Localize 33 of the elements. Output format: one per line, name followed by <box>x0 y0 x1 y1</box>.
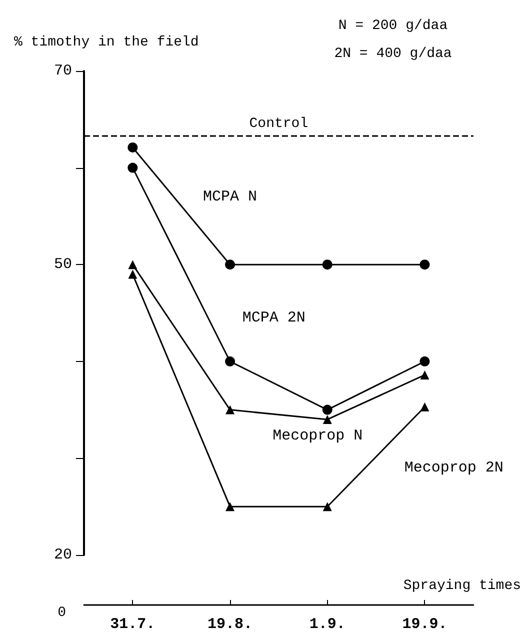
point <box>420 260 430 270</box>
series-label: Mecoprop N <box>272 427 363 444</box>
ref-line-label: Control <box>249 116 308 132</box>
series-label: MCPA N <box>203 188 258 206</box>
y-tick-label: 20 <box>54 546 72 564</box>
x-tick-label: 19.9. <box>402 616 448 633</box>
point <box>225 356 236 366</box>
x-axis-title: Spraying times <box>403 578 522 594</box>
point <box>225 260 236 270</box>
point <box>420 402 430 412</box>
point <box>128 270 138 279</box>
text: 0 <box>58 605 66 621</box>
x-tick-label: 19.8. <box>208 616 253 633</box>
point <box>322 260 332 270</box>
point <box>128 260 138 270</box>
x-tick-label: 31.7. <box>110 616 156 633</box>
point <box>420 356 430 366</box>
point <box>420 370 430 380</box>
point <box>128 162 138 173</box>
point <box>128 142 138 152</box>
point <box>226 405 235 414</box>
point <box>322 414 332 424</box>
text: N = 200 g/daa <box>338 18 448 34</box>
y-tick-label: 50 <box>54 256 72 274</box>
point <box>322 502 332 512</box>
series-label: Mecoprop 2N <box>404 459 504 476</box>
x-tick-label: 1.9. <box>309 616 346 633</box>
y-tick-label: 70 <box>54 62 72 80</box>
y-axis-title: % timothy in the field <box>14 34 199 50</box>
point <box>226 502 235 512</box>
text: 2N = 400 g/daa <box>334 46 452 62</box>
series-label: MCPA 2N <box>242 309 306 326</box>
point <box>322 404 332 415</box>
